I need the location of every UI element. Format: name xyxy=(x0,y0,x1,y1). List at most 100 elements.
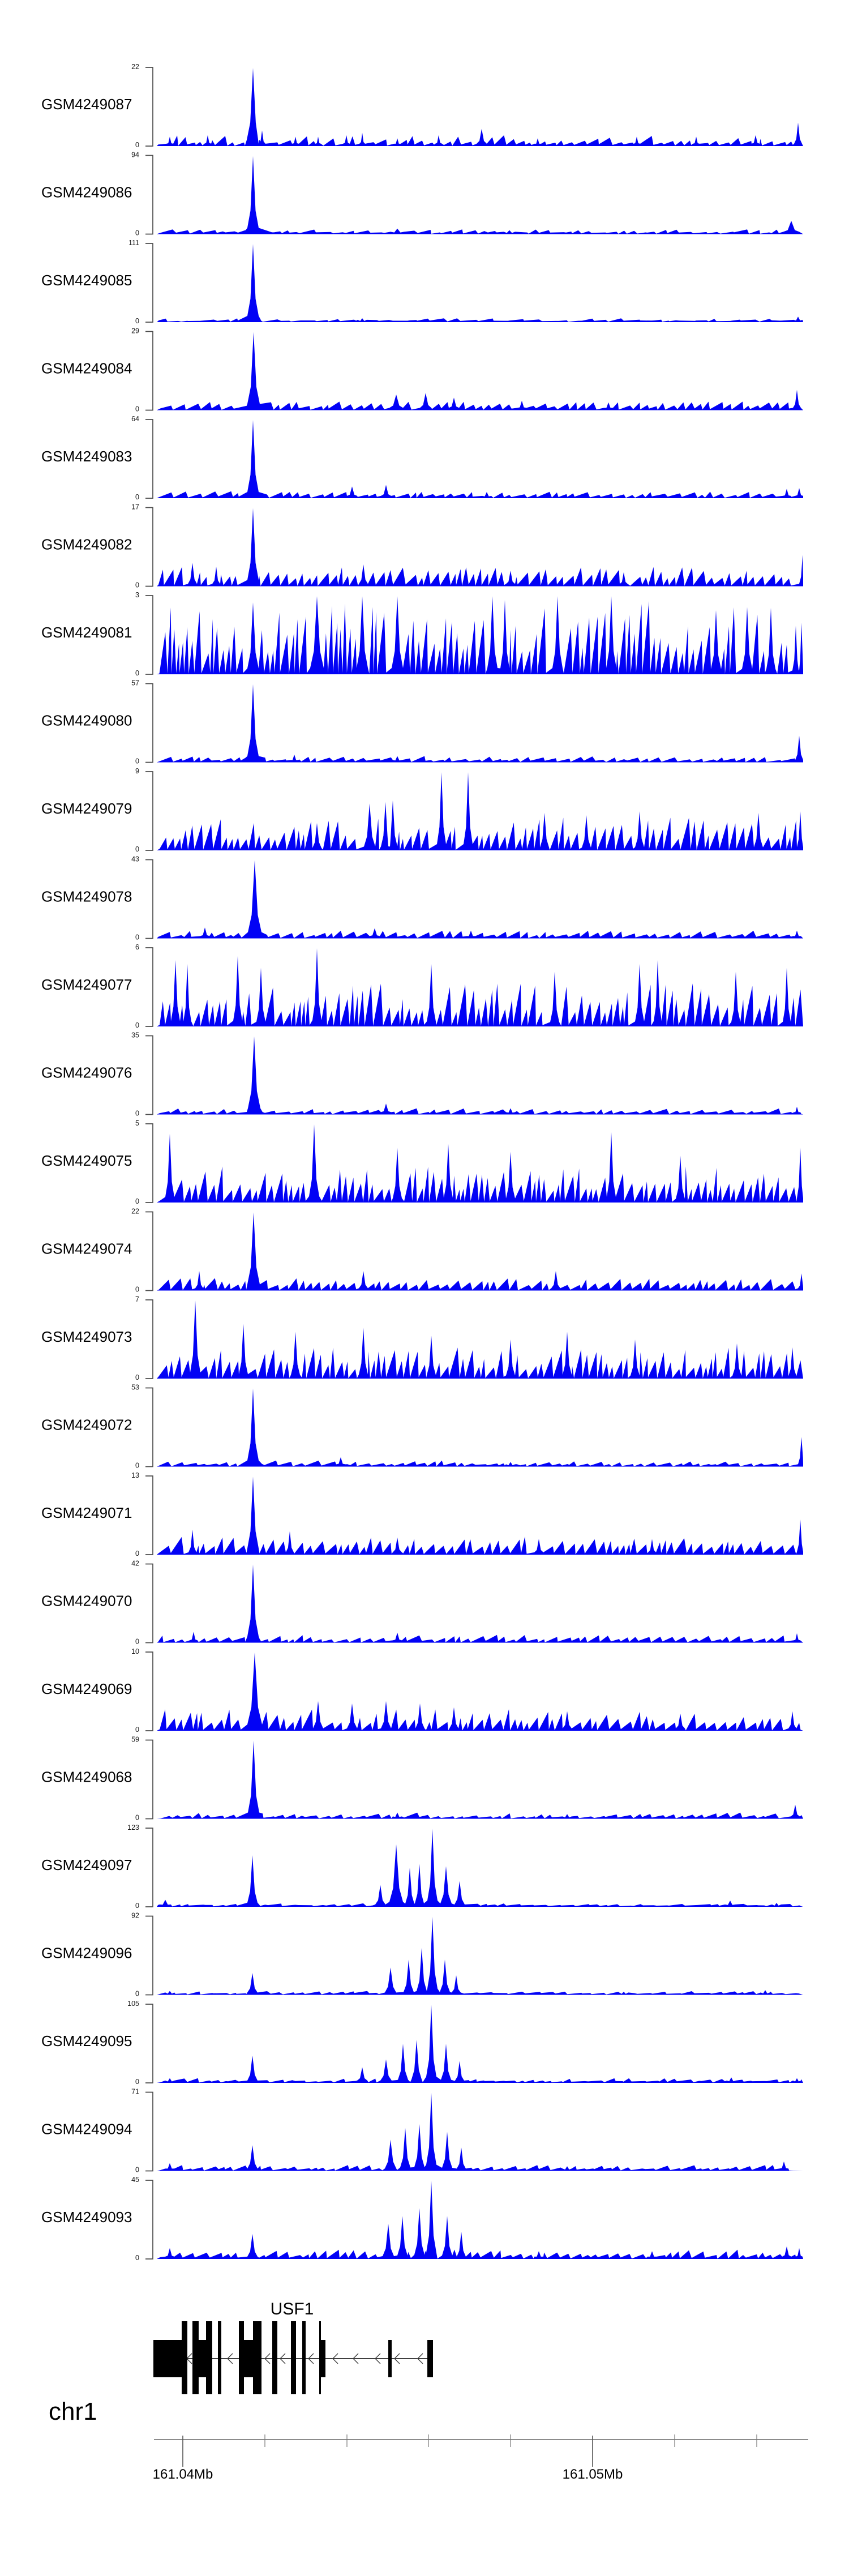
track-y-axis xyxy=(145,1739,153,1820)
track-y-axis xyxy=(145,1915,153,1996)
signal-area xyxy=(157,244,803,322)
track-ymax-value: 17 xyxy=(131,503,139,511)
track-y-axis xyxy=(145,243,153,323)
exon-block-tall xyxy=(206,2321,212,2394)
signal-area xyxy=(157,68,803,146)
signal-area xyxy=(157,1916,803,1995)
track-y-axis xyxy=(145,1035,153,1115)
track-y-axis xyxy=(145,683,153,763)
signal-area xyxy=(157,420,803,498)
track-ymin-value: 0 xyxy=(135,1726,139,1734)
track-ymin-value: 0 xyxy=(135,1286,139,1294)
signal-track: GSM4249078 43 0 xyxy=(41,855,803,942)
track-ymax-value: 43 xyxy=(131,855,139,863)
track-y-axis xyxy=(145,1828,153,1907)
strand-arrow-icon xyxy=(264,2353,271,2364)
track-ymax-value: 9 xyxy=(135,767,139,775)
track-y-axis xyxy=(145,1563,153,1644)
track-ymin-value: 0 xyxy=(135,229,139,237)
signal-area xyxy=(157,1124,803,1203)
track-y-axis xyxy=(145,1475,153,1555)
track-ymin-value: 0 xyxy=(135,1197,139,1205)
signal-track: GSM4249084 29 0 xyxy=(41,327,803,413)
signal-area xyxy=(157,2181,803,2259)
signal-area xyxy=(157,1036,803,1115)
track-label: GSM4249078 xyxy=(41,888,132,905)
signal-area xyxy=(157,2093,803,2171)
genome-axis: chr1 161.04Mb 161.05Mb xyxy=(49,2398,808,2482)
track-label: GSM4249070 xyxy=(41,1593,132,1610)
track-label: GSM4249094 xyxy=(41,2121,132,2138)
track-ymin-value: 0 xyxy=(135,2254,139,2262)
track-y-axis xyxy=(145,67,153,147)
signal-track: GSM4249068 59 0 xyxy=(41,1736,803,1822)
track-ymin-value: 0 xyxy=(135,669,139,677)
track-y-axis xyxy=(145,1299,153,1379)
track-ymin-value: 0 xyxy=(135,493,139,501)
track-label: GSM4249082 xyxy=(41,536,132,553)
signal-track: GSM4249085 111 0 xyxy=(41,239,803,325)
track-ymax-value: 94 xyxy=(131,151,139,159)
track-label: GSM4249079 xyxy=(41,800,132,817)
track-label: GSM4249069 xyxy=(41,1680,132,1697)
strand-arrow-icon xyxy=(332,2353,338,2364)
track-ymin-value: 0 xyxy=(135,405,139,413)
signal-track: GSM4249083 64 0 xyxy=(41,415,803,501)
signal-area xyxy=(157,1388,803,1467)
track-y-axis xyxy=(145,1123,153,1203)
signal-track: GSM4249094 71 0 xyxy=(41,2088,803,2174)
track-ymin-value: 0 xyxy=(135,1373,139,1381)
track-y-axis xyxy=(145,859,153,939)
signal-area xyxy=(157,508,803,587)
exon-block-tall xyxy=(239,2321,244,2394)
track-y-axis xyxy=(145,1387,153,1467)
track-ymin-value: 0 xyxy=(135,758,139,765)
track-ymax-value: 35 xyxy=(131,1032,139,1039)
track-y-axis xyxy=(145,595,153,675)
track-ymax-value: 111 xyxy=(128,239,139,247)
exon-block xyxy=(388,2340,392,2377)
signal-track: GSM4249096 92 0 xyxy=(41,1912,803,1998)
exon-block-tall xyxy=(302,2321,306,2394)
signal-track: GSM4249095 105 0 xyxy=(41,2000,803,2086)
track-label: GSM4249084 xyxy=(41,360,132,377)
track-label: GSM4249073 xyxy=(41,1328,132,1345)
signal-track: GSM4249072 53 0 xyxy=(41,1384,803,1470)
track-ymin-value: 0 xyxy=(135,2078,139,2086)
track-y-axis xyxy=(145,1211,153,1291)
track-y-axis xyxy=(145,2004,153,2083)
track-label: GSM4249095 xyxy=(41,2032,132,2049)
track-label: GSM4249086 xyxy=(41,184,132,201)
track-y-axis xyxy=(145,507,153,587)
track-label: GSM4249068 xyxy=(41,1769,132,1786)
signal-track: GSM4249087 22 0 xyxy=(41,63,803,149)
signal-area xyxy=(157,948,803,1026)
track-label: GSM4249085 xyxy=(41,272,132,289)
track-label: GSM4249072 xyxy=(41,1417,132,1434)
track-y-axis xyxy=(145,155,153,235)
track-label: GSM4249093 xyxy=(41,2209,132,2226)
signal-track: GSM4249079 9 0 xyxy=(41,767,803,853)
exon-block xyxy=(243,2340,261,2377)
track-ymax-value: 45 xyxy=(131,2176,139,2184)
signal-track: GSM4249080 57 0 xyxy=(41,679,803,765)
signal-track: GSM4249081 3 0 xyxy=(41,591,803,677)
track-ymax-value: 22 xyxy=(131,63,139,71)
signal-area xyxy=(157,1564,803,1643)
track-y-axis xyxy=(145,419,153,499)
track-ymax-value: 13 xyxy=(131,1471,139,1479)
track-y-axis xyxy=(145,1651,153,1731)
signal-track: GSM4249086 94 0 xyxy=(41,151,803,237)
track-ymax-value: 3 xyxy=(135,591,139,599)
signal-area xyxy=(157,332,803,410)
track-label: GSM4249076 xyxy=(41,1064,132,1081)
track-label: GSM4249087 xyxy=(41,96,132,113)
track-ymin-value: 0 xyxy=(135,934,139,942)
track-y-axis xyxy=(145,2180,153,2260)
exon-block-tall xyxy=(218,2321,221,2394)
strand-arrow-icon xyxy=(375,2353,381,2364)
signal-track: GSM4249093 45 0 xyxy=(41,2176,803,2262)
track-ymax-value: 92 xyxy=(131,1912,139,1920)
